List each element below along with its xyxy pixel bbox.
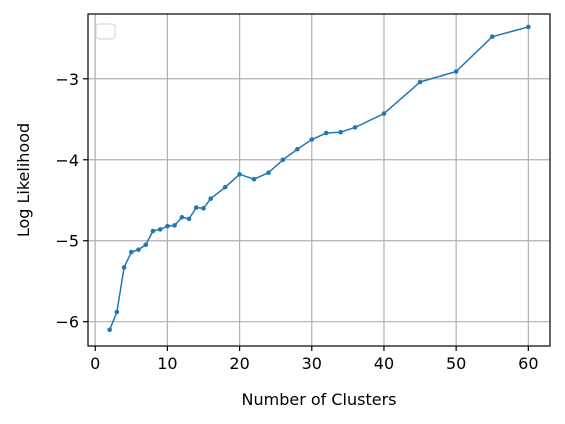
legend — [96, 24, 115, 39]
data-point — [237, 172, 242, 177]
data-point — [208, 196, 213, 201]
data-point — [151, 229, 156, 234]
x-tick-label: 0 — [90, 354, 100, 373]
data-point — [338, 130, 343, 135]
data-point — [194, 205, 199, 210]
y-tick-label: −6 — [55, 313, 79, 332]
data-point — [187, 217, 192, 222]
data-point — [223, 185, 228, 190]
data-point — [107, 328, 112, 333]
legend-box — [96, 24, 115, 39]
data-point — [143, 242, 148, 247]
data-point — [382, 111, 387, 116]
x-tick-label: 60 — [518, 354, 538, 373]
data-point — [172, 223, 177, 228]
data-point — [454, 69, 459, 74]
data-point — [526, 25, 531, 30]
data-point — [180, 215, 185, 220]
x-tick-label: 20 — [229, 354, 249, 373]
x-tick-label: 10 — [157, 354, 177, 373]
data-point — [252, 177, 257, 182]
data-point — [136, 247, 141, 252]
x-tick-label: 30 — [302, 354, 322, 373]
data-point — [122, 265, 127, 270]
data-point — [490, 34, 495, 39]
y-tick-label: −3 — [55, 70, 79, 89]
data-point — [201, 206, 206, 211]
y-tick-label: −5 — [55, 232, 79, 251]
data-point — [295, 147, 300, 152]
x-tick-label: 40 — [374, 354, 394, 373]
x-axis-label: Number of Clusters — [242, 390, 397, 409]
data-point — [353, 125, 358, 130]
x-tick-label: 50 — [446, 354, 466, 373]
data-point — [158, 227, 163, 232]
data-point — [418, 80, 423, 85]
y-axis-label: Log Likelihood — [14, 123, 33, 237]
data-point — [129, 250, 134, 255]
data-point — [165, 224, 170, 229]
data-point — [115, 310, 120, 315]
data-point — [309, 137, 314, 142]
data-point — [266, 170, 271, 175]
y-tick-label: −4 — [55, 151, 79, 170]
data-point — [281, 157, 286, 162]
data-point — [324, 131, 329, 136]
